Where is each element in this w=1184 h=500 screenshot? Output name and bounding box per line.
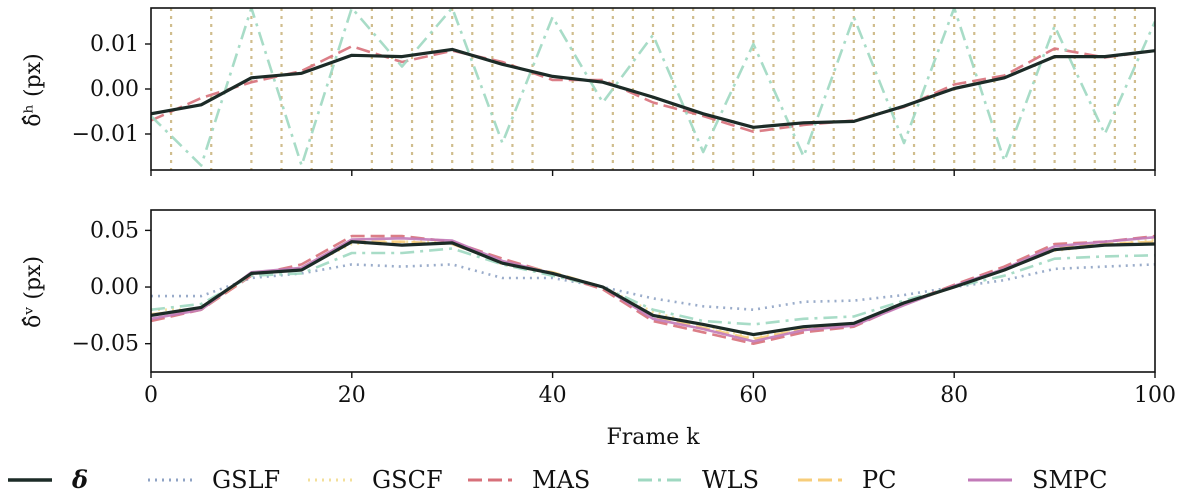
legend-item-mas: MAS [468, 466, 590, 494]
bottom-x-ticks: 0 20 40 60 80 100 [144, 372, 1176, 408]
series-line-wls [151, 8, 1155, 167]
top-y-axis-label: δ̂ʰ (px) [21, 53, 46, 126]
series-line-delta [151, 47, 1155, 129]
y-tick-label: −0.05 [72, 332, 139, 357]
y-tick-label: 0.00 [90, 77, 139, 102]
y-tick-label: −0.01 [72, 122, 139, 147]
legend: δ GSLF GSCF MAS WLS PC SMPC [8, 465, 1108, 494]
x-tick-label: 40 [539, 383, 567, 408]
x-tick-label: 20 [338, 383, 366, 408]
series-line-delta [151, 240, 1155, 337]
legend-label: WLS [702, 466, 759, 494]
bottom-panel-frame [150, 209, 1156, 373]
x-tick-label: 0 [144, 383, 158, 408]
bottom-y-ticks: −0.05 0.00 0.05 [72, 218, 151, 357]
x-tick-label: 60 [739, 383, 767, 408]
top-x-ticks [150, 170, 1156, 176]
legend-item-pc: PC [798, 466, 897, 494]
legend-item-delta: δ [8, 465, 88, 494]
bottom-y-axis-label: δ̂ᵛ (px) [21, 256, 46, 328]
y-tick-label: 0.01 [90, 32, 139, 57]
bottom-series-group [151, 234, 1155, 346]
legend-item-smpc: SMPC [968, 466, 1108, 494]
legend-item-wls: WLS [638, 466, 759, 494]
legend-label: MAS [532, 466, 590, 494]
series-line-gscf [151, 238, 1155, 340]
legend-label: GSLF [212, 466, 280, 494]
y-tick-label: 0.05 [90, 218, 139, 243]
top-y-ticks: −0.01 0.00 0.01 [72, 32, 151, 147]
series-line-wls [151, 247, 1155, 326]
top-series-group [151, 8, 1155, 170]
legend-label: δ [71, 465, 88, 494]
x-axis-label: Frame k [606, 425, 700, 450]
series-line-pc [151, 240, 1155, 341]
series-line-mas [151, 234, 1155, 346]
legend-label: GSCF [372, 466, 443, 494]
series-line-smpc [151, 235, 1155, 343]
top-panel: −0.01 0.00 0.01 δ̂ʰ (px) [21, 7, 1156, 171]
legend-label: SMPC [1032, 466, 1108, 494]
legend-item-gscf: GSCF [308, 466, 443, 494]
bottom-panel: −0.05 0.00 0.05 0 20 40 60 80 100 δ̂ᵛ (px) Fram… [21, 209, 1176, 450]
series-line-gslf [151, 263, 1155, 312]
y-tick-label: 0.00 [90, 275, 139, 300]
legend-item-gslf: GSLF [148, 466, 280, 494]
series-line-mas [151, 44, 1155, 134]
legend-label: PC [862, 466, 897, 494]
x-tick-label: 80 [940, 383, 968, 408]
x-tick-label: 100 [1134, 383, 1176, 408]
